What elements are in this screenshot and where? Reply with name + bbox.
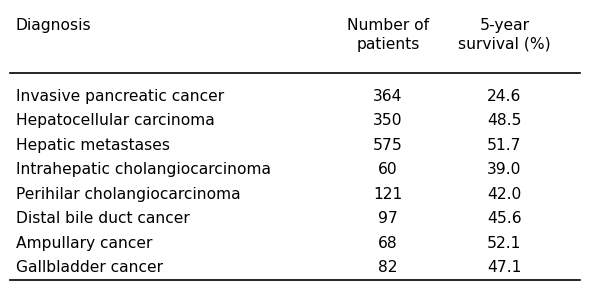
Text: 121: 121 [373, 187, 403, 202]
Text: 39.0: 39.0 [487, 162, 522, 177]
Text: 60: 60 [378, 162, 398, 177]
Text: 42.0: 42.0 [487, 187, 522, 202]
Text: Ampullary cancer: Ampullary cancer [16, 236, 152, 251]
Text: Intrahepatic cholangiocarcinoma: Intrahepatic cholangiocarcinoma [16, 162, 271, 177]
Text: 68: 68 [378, 236, 398, 251]
Text: Hepatocellular carcinoma: Hepatocellular carcinoma [16, 113, 215, 128]
Text: Hepatic metastases: Hepatic metastases [16, 138, 170, 153]
Text: 5-year
survival (%): 5-year survival (%) [458, 18, 550, 52]
Text: Diagnosis: Diagnosis [16, 18, 91, 33]
Text: 82: 82 [378, 260, 398, 275]
Text: Invasive pancreatic cancer: Invasive pancreatic cancer [16, 89, 224, 104]
Text: Gallbladder cancer: Gallbladder cancer [16, 260, 163, 275]
Text: 51.7: 51.7 [487, 138, 522, 153]
Text: 97: 97 [378, 211, 398, 226]
Text: 24.6: 24.6 [487, 89, 522, 104]
Text: 48.5: 48.5 [487, 113, 522, 128]
Text: 47.1: 47.1 [487, 260, 522, 275]
Text: Perihilar cholangiocarcinoma: Perihilar cholangiocarcinoma [16, 187, 241, 202]
Text: Number of
patients: Number of patients [347, 18, 429, 52]
Text: 52.1: 52.1 [487, 236, 522, 251]
Text: 350: 350 [373, 113, 403, 128]
Text: Distal bile duct cancer: Distal bile duct cancer [16, 211, 189, 226]
Text: 575: 575 [373, 138, 403, 153]
Text: 45.6: 45.6 [487, 211, 522, 226]
Text: 364: 364 [373, 89, 403, 104]
